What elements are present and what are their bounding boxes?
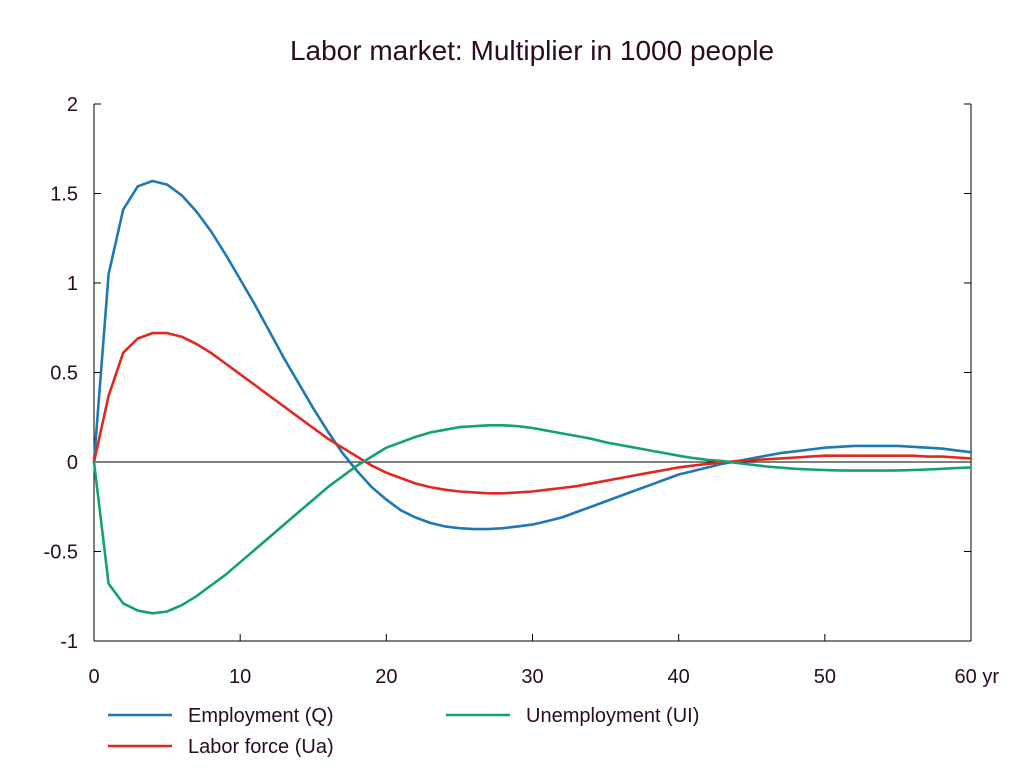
series-line-1 <box>92 179 973 531</box>
axis-ticks <box>93 103 972 642</box>
chart-title: Labor market: Multiplier in 1000 people <box>290 35 774 66</box>
y-tick-label: -1 <box>60 631 78 653</box>
y-tick-label: 2 <box>67 94 78 116</box>
series-line-3 <box>92 423 973 615</box>
x-tick-label: 40 <box>668 666 690 688</box>
y-tick-label: 1.5 <box>50 184 78 206</box>
x-tick-label: 0 <box>88 666 99 688</box>
x-tick-label: 10 <box>229 666 251 688</box>
x-tick-label: 60 yr <box>955 666 1000 688</box>
x-tick-label: 20 <box>375 666 397 688</box>
series-line-2 <box>92 331 973 495</box>
x-tick-label: 30 <box>521 666 543 688</box>
y-tick-label: -0.5 <box>44 542 78 564</box>
legend-label-3: Unemployment (UI) <box>526 705 699 727</box>
axis-tick-labels: 2 1.5 1 0.5 0 -0.5 -1 0 10 20 30 40 50 60 yr <box>44 94 1000 688</box>
series-lines <box>92 179 973 615</box>
x-tick-label: 50 <box>814 666 836 688</box>
y-tick-label: 0 <box>67 452 78 474</box>
legend-label-1: Employment (Q) <box>188 705 334 727</box>
legend: Employment (Q) Labor force (Ua) Unemployme… <box>108 705 699 758</box>
plot-frame <box>93 104 972 642</box>
legend-label-2: Labor force (Ua) <box>188 736 334 758</box>
y-tick-label: 0.5 <box>50 363 78 385</box>
y-tick-label: 1 <box>67 273 78 295</box>
